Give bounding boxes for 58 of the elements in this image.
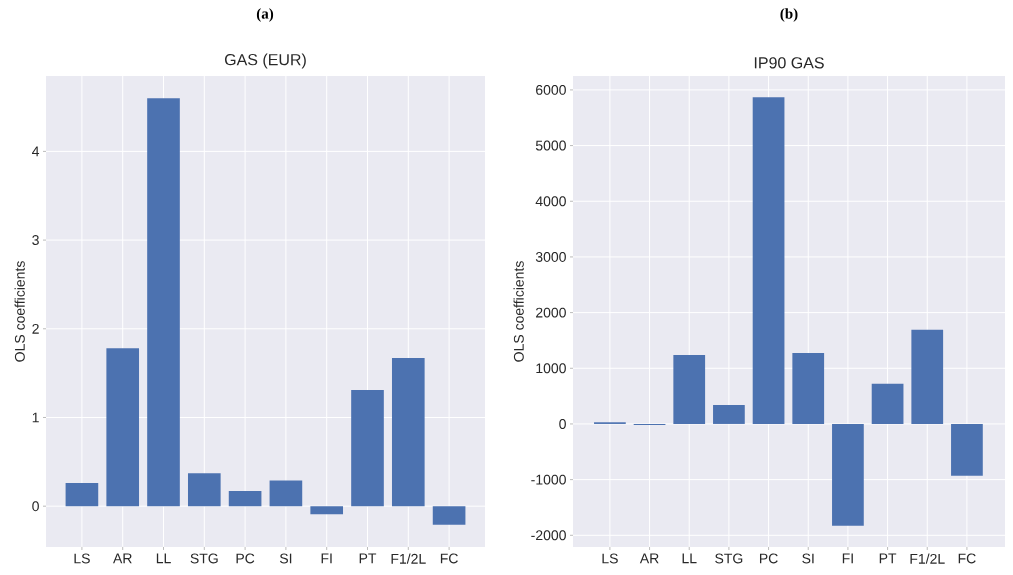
bar — [792, 352, 825, 424]
y-tick-label: 0 — [32, 501, 39, 512]
y-tick-label: 3 — [32, 235, 39, 246]
x-tick-label: SI — [279, 553, 292, 564]
bar — [673, 354, 706, 424]
x-tick-label: PT — [879, 553, 897, 564]
bar — [351, 389, 384, 507]
y-tick-label: 1 — [32, 412, 39, 423]
x-tick-label: STG — [715, 553, 743, 564]
y-tick-label: 4 — [32, 146, 40, 157]
bar — [752, 97, 785, 424]
x-tick-label: PC — [236, 553, 255, 564]
bar — [713, 405, 745, 424]
y-tick-label: 4000 — [535, 196, 566, 207]
bar — [310, 506, 344, 515]
bar — [432, 506, 466, 525]
bar — [65, 483, 99, 507]
x-tick-label: FI — [842, 553, 853, 564]
bar — [269, 480, 303, 507]
bar — [951, 423, 983, 476]
x-tick-label: FC — [440, 553, 458, 564]
x-tick-label: LL — [682, 553, 697, 564]
bar — [871, 383, 904, 424]
x-tick-label: STG — [190, 553, 218, 564]
x-tick-label: F1/2L — [910, 553, 945, 564]
x-tick-label: F1/2L — [391, 553, 426, 564]
y-tick-label: 2000 — [536, 307, 566, 318]
y-tick-label: 6000 — [536, 84, 566, 95]
x-tick-label: FC — [958, 553, 976, 564]
y-tick-label: 5000 — [535, 140, 566, 151]
x-tick-label: FI — [321, 553, 332, 564]
text: (a) — [256, 8, 274, 22]
x-tick-label: LS — [74, 553, 90, 564]
text: (b) — [780, 8, 798, 22]
y-tick-label: -2000 — [531, 530, 566, 541]
y-tick-label: 2 — [32, 323, 39, 334]
y-tick-label: -1000 — [531, 474, 566, 485]
y-tick-label: 0 — [559, 418, 566, 429]
chart-title: IP90 GAS — [754, 57, 824, 69]
x-tick-label: PT — [359, 553, 377, 564]
bar — [911, 329, 944, 424]
x-tick-label: PC — [759, 553, 778, 564]
bar — [391, 358, 425, 507]
bar — [147, 98, 180, 507]
y-tick-label: 3000 — [535, 251, 566, 262]
x-tick-label: AR — [639, 553, 659, 564]
y-axis-title: OLS coefficients — [14, 261, 25, 362]
y-tick-label: 1000 — [536, 363, 566, 374]
x-tick-label: SI — [802, 553, 814, 564]
x-tick-label: AR — [113, 553, 132, 564]
x-tick-label: LL — [156, 553, 171, 564]
bar — [228, 491, 262, 507]
bar — [187, 473, 221, 507]
x-tick-label: LS — [602, 553, 618, 564]
bar — [106, 348, 140, 507]
chart-title: GAS (EUR) — [224, 53, 306, 69]
bar — [832, 423, 864, 526]
y-axis-title: OLS coefficients — [513, 261, 524, 362]
